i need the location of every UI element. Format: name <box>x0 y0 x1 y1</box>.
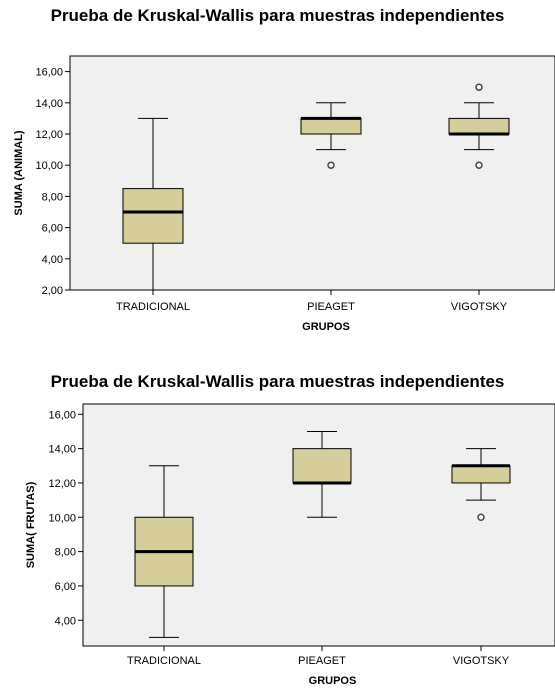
chart1-title: Prueba de Kruskal-Wallis para muestras i… <box>50 6 505 25</box>
chart2-y-tick-label: 14,00 <box>48 444 76 456</box>
chart2-outlier-point <box>477 513 485 522</box>
chart1-y-tick-label: 10,00 <box>35 160 63 172</box>
chart2-y-tick-label: 6,00 <box>55 581 76 593</box>
chart1-plot-area <box>69 55 555 291</box>
chart2-y-tick-label: 12,00 <box>48 478 76 490</box>
chart2-x-tick-label: VIGOTSKY <box>453 655 510 667</box>
chart1-x-tick-label: TRADICIONAL <box>116 301 190 313</box>
chart2-y-tick-label: 10,00 <box>48 512 76 524</box>
chart1-y-tick-label: 16,00 <box>35 67 63 79</box>
chart1-y-tick-label: 14,00 <box>35 98 63 110</box>
chart2-x-axis-label: GRUPOS <box>309 675 357 687</box>
chart2-y-tick-label: 4,00 <box>55 615 76 627</box>
chart1-y-tick-label: 8,00 <box>42 191 63 203</box>
chart2-x-tick-label: TRADICIONAL <box>127 655 201 667</box>
chart1-x-axis-label: GRUPOS <box>302 321 350 333</box>
chart2-boxplot: 4,00 6,00 8,00 10,00 12,00 14,00 16,00 SUMA( FR… <box>25 403 555 687</box>
chart2-y-tick-label: 16,00 <box>48 409 76 421</box>
chart1-y-tick-label: 6,00 <box>42 223 63 235</box>
chart1-box <box>448 117 510 135</box>
chart2-y-axis-label: SUMA( FRUTAS) <box>25 481 37 568</box>
chart2-box <box>451 465 511 484</box>
chart1-y-axis-label: SUMA (ANIMAL) <box>13 130 25 215</box>
chart2-y-tick-label: 8,00 <box>55 547 76 559</box>
chart1-y-tick-label: 2,00 <box>42 285 63 297</box>
chart2-title: Prueba de Kruskal-Wallis para muestras i… <box>50 372 505 391</box>
chart1-box <box>122 188 184 244</box>
chart2-x-tick-label: PIEAGET <box>298 655 346 667</box>
chart1-box <box>300 117 362 135</box>
chart1-y-tick-label: 4,00 <box>42 254 63 266</box>
chart1-outlier-point <box>475 161 483 169</box>
chart1-outlier-point <box>475 83 483 91</box>
chart1-x-tick-label: PIEAGET <box>307 301 355 313</box>
chart1-y-tick-label: 12,00 <box>35 129 63 141</box>
chart2-box <box>292 448 352 484</box>
chart1-x-tick-label: VIGOTSKY <box>451 301 508 313</box>
chart1-outlier-point <box>327 161 335 169</box>
chart1-boxplot: 2,00 4,00 6,00 8,00 10,00 12,00 14,00 16,00 SUMA… <box>13 55 555 333</box>
